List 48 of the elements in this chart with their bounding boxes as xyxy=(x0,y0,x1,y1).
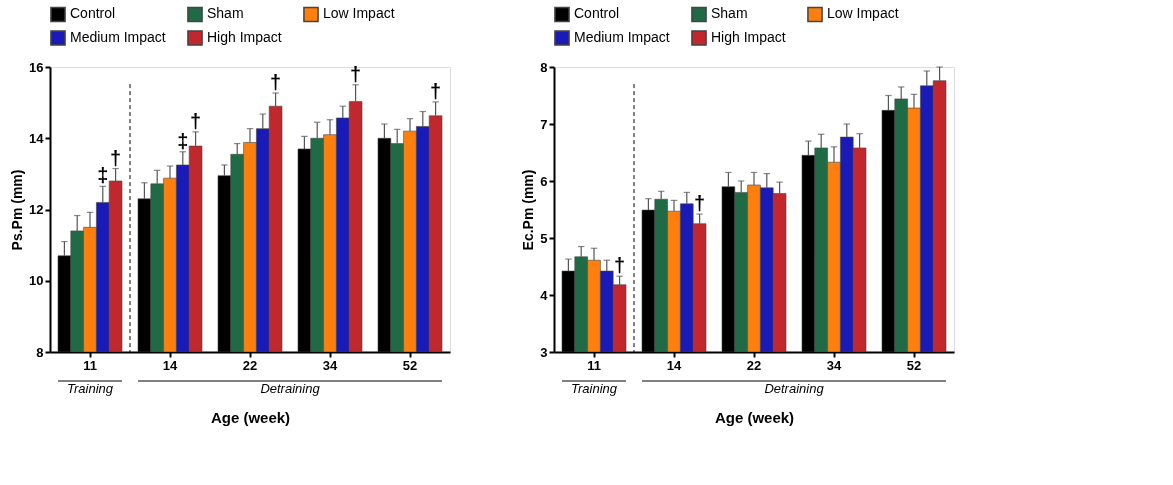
y-tick-label: 16 xyxy=(29,59,44,75)
y-tick-label: 8 xyxy=(540,59,548,75)
annotation: † xyxy=(430,79,442,102)
annotation: ‡ xyxy=(177,129,189,152)
y-axis-title: Ec.Pm (mm) xyxy=(520,169,537,251)
annotation: † xyxy=(350,62,362,85)
annotation: † xyxy=(190,109,202,132)
y-axis-title: Ps.Pm (mm) xyxy=(9,169,26,251)
x-tick-label: 52 xyxy=(906,357,922,373)
y-tick-label: 8 xyxy=(36,344,44,360)
legend-label: Sham xyxy=(711,5,748,22)
x-tick-label: 14 xyxy=(162,357,178,373)
x-tick-label: 22 xyxy=(242,357,258,373)
x-tick-label: 22 xyxy=(746,357,762,373)
y-tick-label: 3 xyxy=(540,344,548,360)
legend-label: Sham xyxy=(207,5,244,22)
y-tick-label: 4 xyxy=(540,287,549,303)
x-tick-label: 52 xyxy=(402,357,418,373)
annotation: † xyxy=(694,192,706,215)
x-axis-title: Age (week) xyxy=(210,408,291,426)
annotation: † xyxy=(270,71,282,94)
annotation: † xyxy=(110,146,122,169)
x-tick-label: 14 xyxy=(666,357,682,373)
y-tick-label: 14 xyxy=(29,130,45,146)
x-tick-label: 34 xyxy=(826,357,842,373)
y-tick-label: 10 xyxy=(29,273,44,289)
legend-label: Medium Impact xyxy=(574,29,670,45)
y-tick-label: 7 xyxy=(540,116,548,132)
legend-label: Control xyxy=(574,5,620,22)
legend-label: Control xyxy=(70,5,116,22)
y-tick-label: 6 xyxy=(540,173,548,189)
text: Detraining xyxy=(764,381,825,396)
annotation: † xyxy=(614,254,626,277)
legend-label: Low Impact xyxy=(827,5,899,22)
y-tick-label: 5 xyxy=(540,230,548,246)
x-axis-title: Age (week) xyxy=(714,408,795,426)
text: Detraining xyxy=(260,381,321,396)
legend-label: Medium Impact xyxy=(70,29,166,45)
x-tick-label: 11 xyxy=(83,357,97,373)
legend-label: High Impact xyxy=(207,29,282,45)
y-tick-label: 12 xyxy=(29,202,44,217)
x-tick-label: 11 xyxy=(587,357,601,373)
legend-label: Low Impact xyxy=(323,5,395,22)
text: Training xyxy=(570,381,618,396)
legend-label: High Impact xyxy=(711,29,786,45)
text: Training xyxy=(66,381,114,396)
annotation: ‡ xyxy=(97,164,109,187)
x-tick-label: 34 xyxy=(322,357,338,373)
